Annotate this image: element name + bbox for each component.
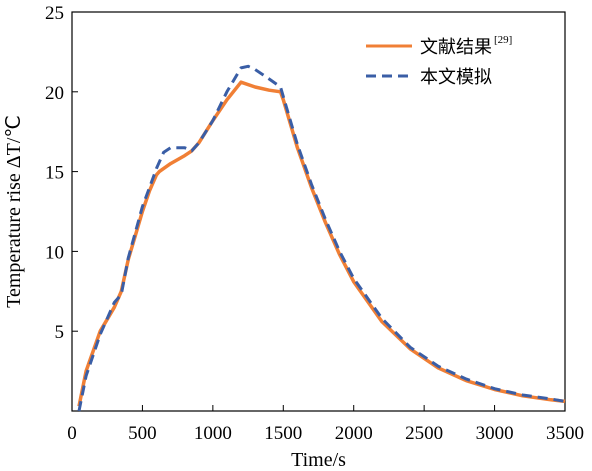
y-tick-label: 5	[55, 322, 65, 343]
y-tick-label: 25	[45, 3, 64, 24]
plot-frame	[71, 11, 566, 412]
series-layer	[77, 64, 566, 412]
legend-label-literature-ref: [29]	[494, 34, 512, 46]
series-line-literature	[77, 80, 566, 407]
x-tick-label: 3500	[546, 423, 584, 444]
x-tick-label: 2000	[335, 423, 373, 444]
legend-label-simulation: 本文模拟	[420, 67, 492, 88]
legend-label-literature: 文献结果	[420, 37, 492, 58]
y-axis-title: Temperature rise ΔT/℃	[3, 115, 25, 308]
x-tick-label: 500	[128, 423, 157, 444]
x-tick-label: 1000	[194, 423, 232, 444]
y-tick-label: 20	[45, 83, 64, 104]
legend: 文献结果 [29] 本文模拟	[366, 34, 512, 88]
y-axis-ticks: 5 10 15 20 25	[45, 3, 78, 343]
x-axis-ticks: 0 500 1000 1500 2000 2500 3000 3500	[67, 405, 584, 444]
series-line-simulation	[77, 64, 566, 412]
y-tick-label: 10	[45, 242, 64, 263]
x-tick-label: 3000	[476, 423, 514, 444]
x-tick-label: 2500	[405, 423, 443, 444]
x-tick-label: 1500	[264, 423, 302, 444]
y-tick-label: 15	[45, 163, 64, 184]
x-axis-title: Time/s	[291, 449, 346, 471]
x-tick-label: 0	[67, 423, 77, 444]
